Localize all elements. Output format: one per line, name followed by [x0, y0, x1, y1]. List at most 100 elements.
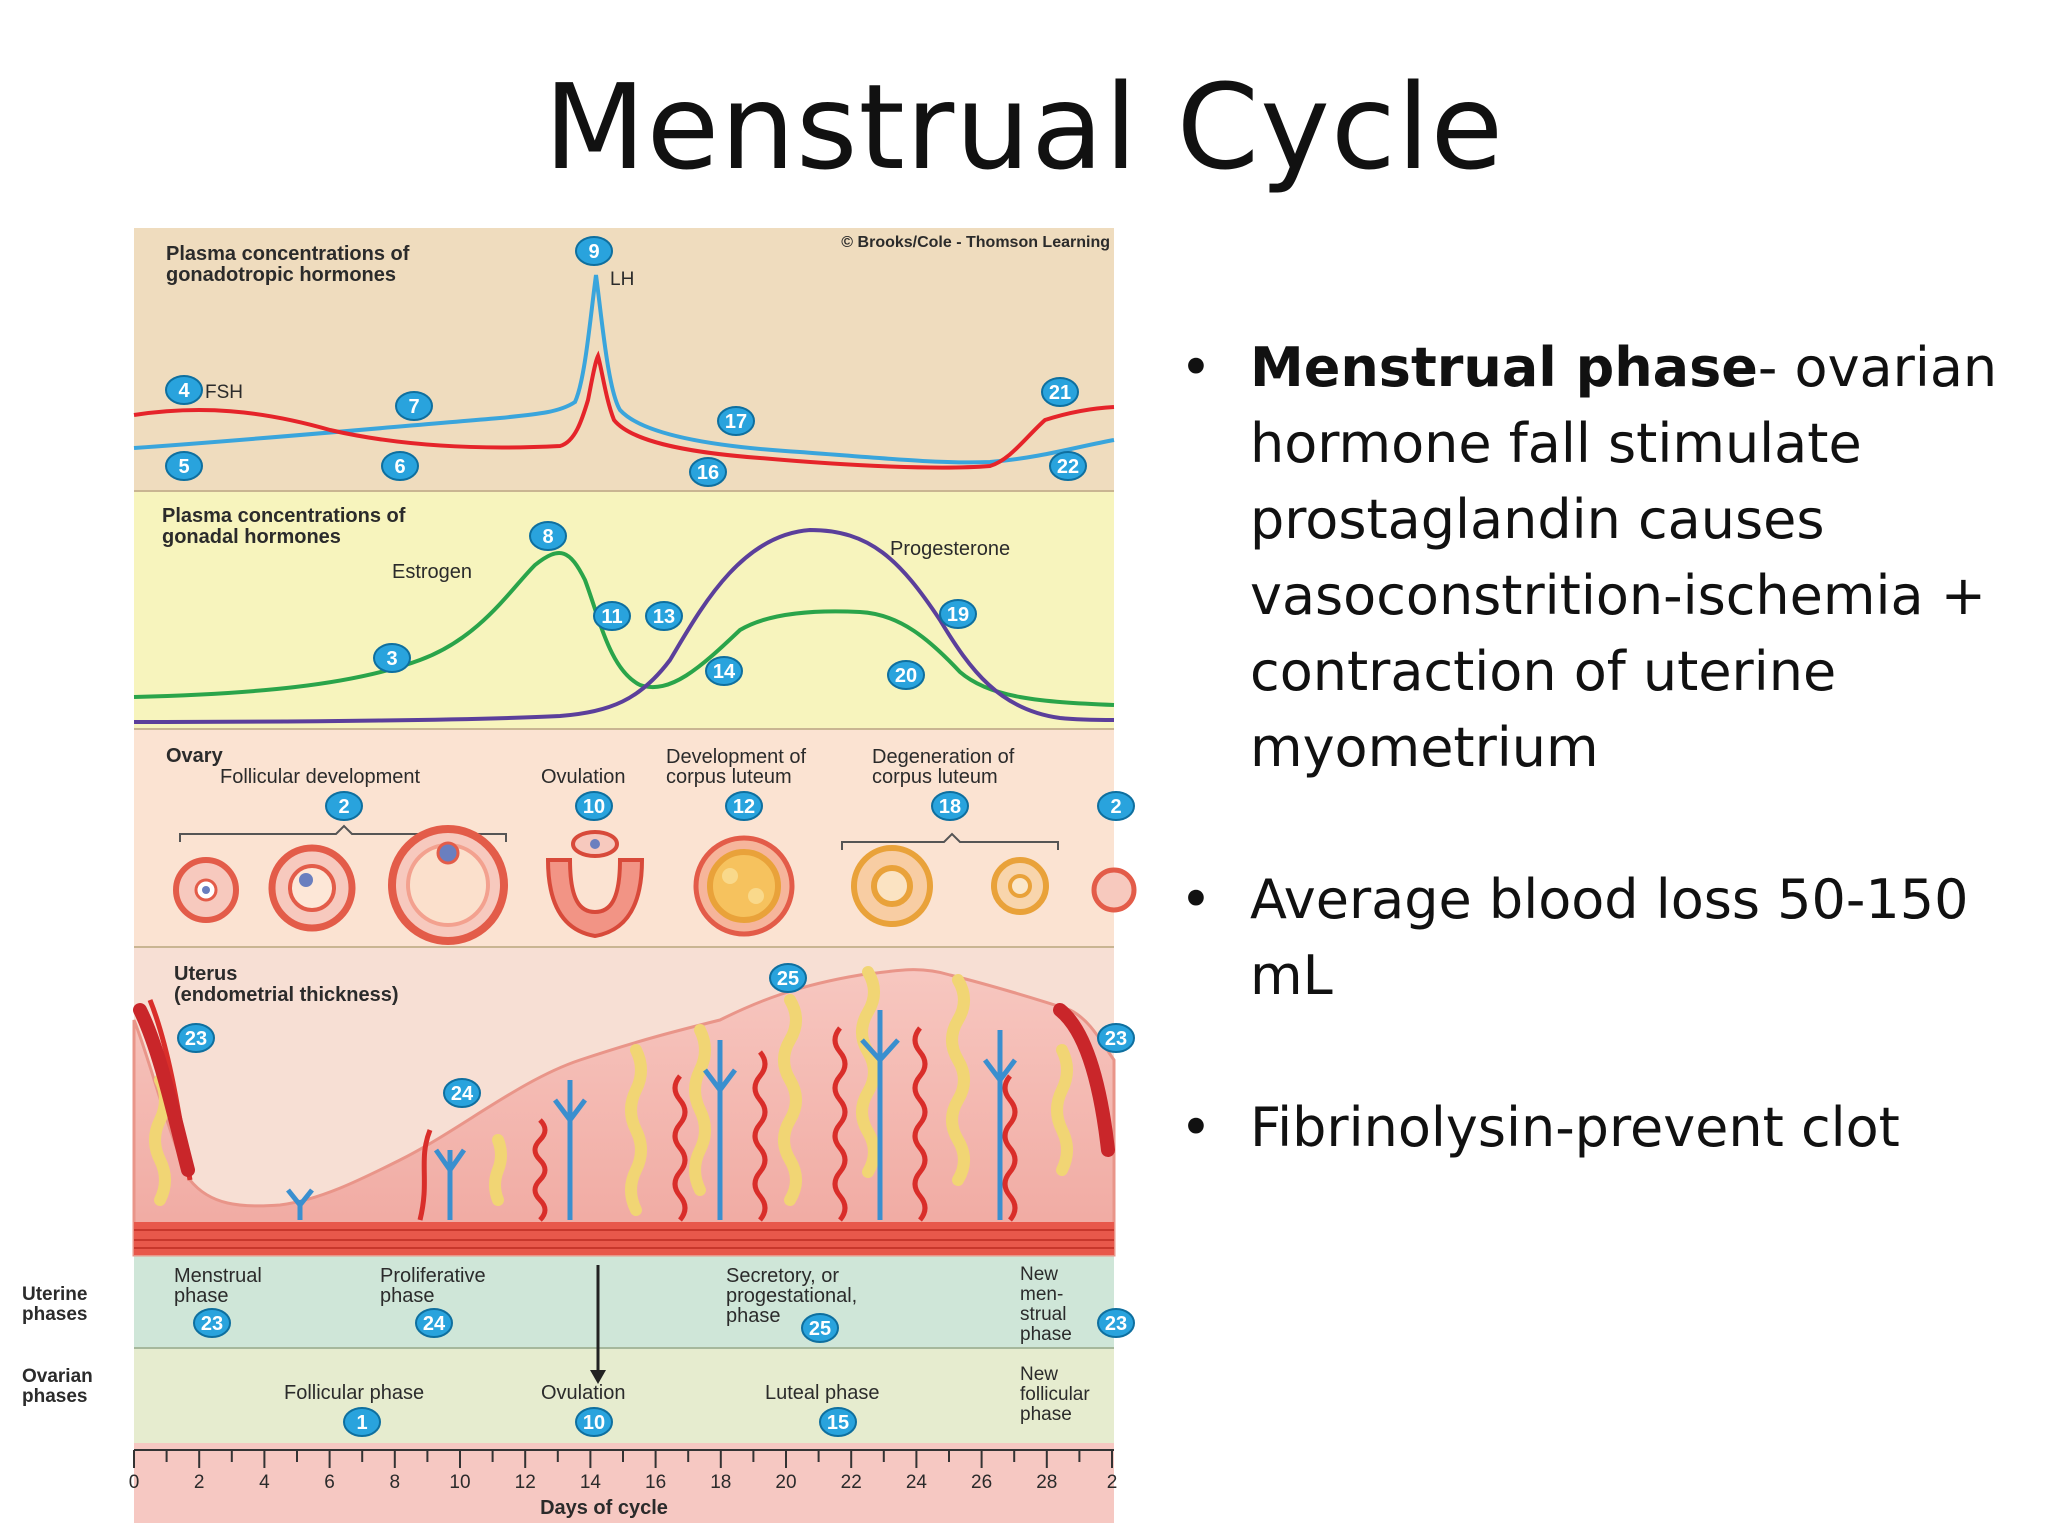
svg-text:2: 2: [338, 796, 349, 818]
new-follicular-label-line1: New: [1020, 1364, 1058, 1385]
new-follicular-label-line2: follicular: [1020, 1384, 1090, 1405]
svg-text:23: 23: [1105, 1313, 1127, 1335]
step-badge-24: 24: [443, 1078, 481, 1108]
menstrual-phase-label-line1: Menstrual: [174, 1265, 262, 1287]
step-badge-24: 24: [415, 1308, 453, 1338]
step-badge-13: 13: [645, 601, 683, 631]
sloughing-lining-right: [1053, 1003, 1115, 1157]
axis-tick-label: 22: [841, 1472, 862, 1493]
corpus-luteum: [693, 835, 795, 937]
step-badge-17: 17: [717, 406, 755, 436]
degeneration-label-line2: corpus luteum: [872, 766, 998, 788]
uterine-phases-band: [134, 1255, 1114, 1348]
step-badge-16: 16: [689, 457, 727, 487]
days-axis-title: Days of cycle: [540, 1497, 668, 1519]
new-menstrual-label-line2: men-: [1020, 1284, 1063, 1305]
bullet-fibrinolysin: • Fibrinolysin-prevent clot: [1180, 1090, 2000, 1166]
step-badge-1: 1: [343, 1407, 381, 1437]
panel2-title-line1: Plasma concentrations of: [162, 505, 406, 527]
svg-text:7: 7: [408, 396, 419, 418]
slide-title: Menstrual Cycle: [543, 58, 1505, 196]
estrogen-label: Estrogen: [392, 561, 472, 583]
svg-text:10: 10: [583, 796, 605, 818]
primary-follicle: [173, 857, 239, 923]
step-badge-12: 12: [725, 791, 763, 821]
ovarian-row-label-line2: phases: [22, 1386, 87, 1407]
axis-tick-label: 0: [129, 1472, 140, 1493]
svg-text:24: 24: [423, 1313, 446, 1335]
step-badge-7: 7: [395, 391, 433, 421]
step-badge-23: 23: [177, 1023, 215, 1053]
bullet-3-text: Fibrinolysin-prevent clot: [1250, 1096, 1900, 1159]
ovulation-label: Ovulation: [541, 766, 626, 788]
panel1-title-line2: gonadotropic hormones: [166, 264, 396, 286]
spiral-arteries: [147, 999, 1018, 1222]
svg-text:22: 22: [1057, 456, 1079, 478]
uterus-title-line2: (endometrial thickness): [174, 984, 399, 1006]
lh-label: LH: [610, 269, 634, 290]
new-follicular-label-line3: phase: [1020, 1404, 1072, 1425]
bullet-dot: •: [1180, 868, 1212, 931]
secretory-phase-label-line2: progestational,: [726, 1285, 857, 1307]
bullet-blood-loss: • Average blood loss 50-150 mL: [1180, 862, 2000, 1014]
uterine-row-label-line2: phases: [22, 1304, 87, 1325]
axis-tick-label: 10: [449, 1472, 470, 1493]
svg-text:13: 13: [653, 606, 675, 628]
uterine-glands: [149, 966, 1073, 1216]
bullet-dot: •: [1180, 1096, 1212, 1159]
svg-text:2: 2: [1110, 796, 1121, 818]
svg-text:15: 15: [827, 1412, 849, 1434]
axis-tick-label: 6: [324, 1472, 335, 1493]
progesterone-curve: [133, 527, 1115, 724]
ovulation-phase-label: Ovulation: [541, 1382, 626, 1404]
bullet-dot: •: [1180, 336, 1212, 399]
panel2-title-line2: gonadal hormones: [162, 526, 341, 548]
bullet-1-bold: Menstrual phase: [1250, 336, 1758, 399]
follicular-development-label: Follicular development: [220, 766, 421, 788]
svg-text:19: 19: [947, 604, 969, 626]
step-badge-18: 18: [931, 791, 969, 821]
myometrium-layer: [134, 1222, 1114, 1255]
fsh-curve: [133, 350, 1115, 470]
degeneration-label-line1: Degeneration of: [872, 746, 1015, 768]
svg-text:21: 21: [1049, 382, 1071, 404]
step-badge-21: 21: [1041, 377, 1079, 407]
new-menstrual-label-line1: New: [1020, 1264, 1058, 1285]
axis-tick-label: 28: [1036, 1472, 1057, 1493]
step-badge-5: 5: [165, 451, 203, 481]
gonadotropic-panel: [134, 228, 1114, 491]
ovarian-row-label-line1: Ovarian: [22, 1366, 93, 1387]
new-follicle-partial: [1091, 867, 1137, 913]
svg-text:4: 4: [178, 380, 190, 402]
step-badge-23: 23: [1097, 1023, 1135, 1053]
step-badge-6: 6: [381, 451, 419, 481]
svg-text:11: 11: [601, 606, 622, 628]
step-badge-10: 10: [575, 791, 613, 821]
axis-tick-label: 16: [645, 1472, 666, 1493]
fsh-label: FSH: [205, 382, 243, 403]
step-badge-23: 23: [1097, 1308, 1135, 1338]
uterine-veins: [286, 1010, 1017, 1220]
step-badge-25: 25: [801, 1313, 839, 1343]
svg-text:25: 25: [809, 1318, 831, 1340]
axis-tick-label: 24: [906, 1472, 928, 1493]
menstrual-phase-label-line2: phase: [174, 1285, 229, 1307]
svg-text:10: 10: [583, 1412, 605, 1434]
svg-text:1: 1: [356, 1412, 367, 1434]
step-badge-8: 8: [529, 521, 567, 551]
step-badge-9: 9: [575, 236, 613, 266]
step-badge-25: 25: [769, 963, 807, 993]
new-menstrual-label-line4: phase: [1020, 1324, 1072, 1345]
days-axis-ticks: 0 2 4 6 8 10 12 14 16 18 20 22 24 26 28 2: [129, 1450, 1117, 1493]
ovarian-phases-band: [134, 1348, 1114, 1443]
axis-tick-label: 2: [194, 1472, 205, 1493]
step-badge-3: 3: [373, 643, 411, 673]
axis-tick-label: 18: [710, 1472, 731, 1493]
ovulation-arrowhead: [590, 1370, 606, 1384]
step-badge-2: 2: [325, 791, 363, 821]
development-label-line2: corpus luteum: [666, 766, 792, 788]
bullet-list: • Menstrual phase- ovarian hormone fall s…: [1180, 330, 2000, 1242]
svg-text:3: 3: [386, 648, 397, 670]
svg-text:23: 23: [201, 1313, 223, 1335]
bullet-1-text: - ovarian hormone fall stimulate prostag…: [1250, 336, 1998, 779]
